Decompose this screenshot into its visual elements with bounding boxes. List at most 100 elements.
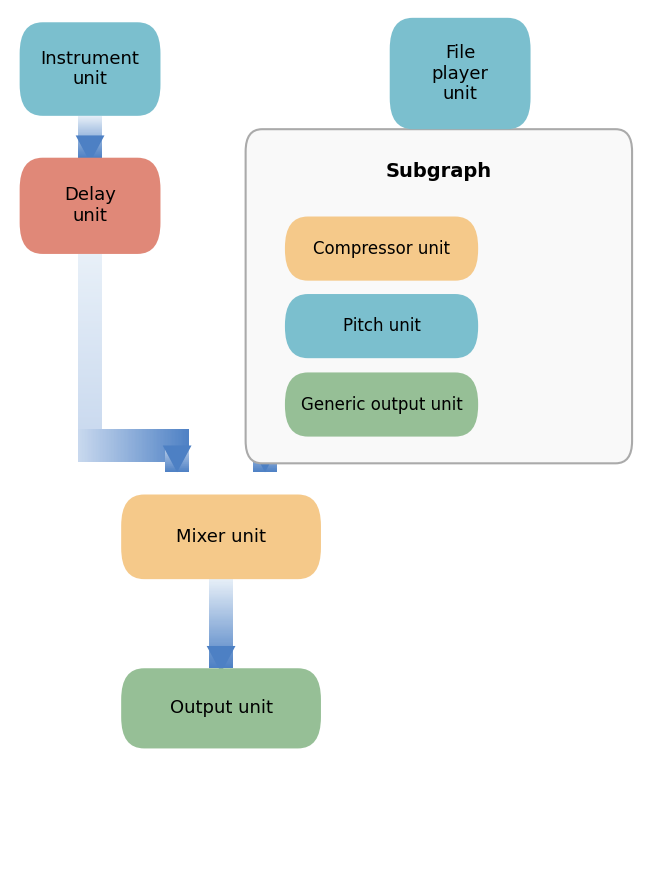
Polygon shape — [299, 429, 301, 462]
Polygon shape — [83, 429, 84, 462]
Polygon shape — [210, 588, 233, 589]
Polygon shape — [210, 601, 233, 602]
Polygon shape — [257, 429, 259, 462]
Polygon shape — [99, 429, 100, 462]
Polygon shape — [210, 651, 233, 652]
Polygon shape — [103, 429, 105, 462]
Polygon shape — [379, 429, 381, 462]
Polygon shape — [316, 429, 318, 462]
Polygon shape — [297, 429, 299, 462]
Polygon shape — [353, 429, 355, 462]
Polygon shape — [210, 604, 233, 605]
Polygon shape — [113, 429, 114, 462]
Text: Subgraph: Subgraph — [386, 162, 492, 182]
Polygon shape — [383, 429, 384, 462]
Polygon shape — [79, 290, 102, 292]
Polygon shape — [116, 429, 117, 462]
Polygon shape — [79, 423, 102, 425]
Polygon shape — [276, 429, 278, 462]
Polygon shape — [210, 602, 233, 604]
Polygon shape — [210, 608, 233, 609]
Polygon shape — [210, 590, 233, 592]
Polygon shape — [210, 587, 233, 588]
Polygon shape — [79, 311, 102, 313]
Polygon shape — [448, 143, 472, 145]
Polygon shape — [79, 411, 102, 412]
Polygon shape — [339, 429, 341, 462]
Polygon shape — [309, 429, 311, 462]
Polygon shape — [79, 387, 102, 388]
Polygon shape — [81, 429, 83, 462]
Polygon shape — [164, 429, 166, 462]
Polygon shape — [358, 429, 360, 462]
Polygon shape — [117, 429, 119, 462]
Polygon shape — [155, 429, 156, 462]
Polygon shape — [318, 429, 320, 462]
Polygon shape — [179, 429, 181, 462]
Polygon shape — [132, 429, 134, 462]
Polygon shape — [210, 658, 233, 659]
Polygon shape — [96, 429, 98, 462]
Polygon shape — [210, 599, 233, 601]
Polygon shape — [79, 331, 102, 332]
Polygon shape — [210, 580, 233, 581]
Polygon shape — [448, 187, 472, 189]
FancyBboxPatch shape — [390, 18, 531, 129]
Polygon shape — [301, 429, 302, 462]
Polygon shape — [79, 355, 102, 356]
Polygon shape — [448, 134, 472, 135]
Polygon shape — [374, 429, 376, 462]
Polygon shape — [448, 179, 472, 180]
Polygon shape — [139, 429, 141, 462]
Polygon shape — [448, 163, 472, 164]
Polygon shape — [324, 429, 325, 462]
Polygon shape — [159, 429, 160, 462]
Polygon shape — [79, 436, 102, 437]
Polygon shape — [210, 611, 233, 613]
Polygon shape — [210, 638, 233, 640]
Polygon shape — [79, 391, 102, 393]
Polygon shape — [210, 583, 233, 584]
Polygon shape — [448, 170, 472, 171]
Polygon shape — [448, 138, 472, 139]
Polygon shape — [79, 409, 102, 411]
FancyBboxPatch shape — [285, 294, 478, 358]
Polygon shape — [105, 429, 106, 462]
Polygon shape — [346, 429, 348, 462]
FancyBboxPatch shape — [285, 372, 478, 437]
Polygon shape — [79, 380, 102, 381]
Polygon shape — [138, 429, 139, 462]
Polygon shape — [143, 429, 145, 462]
Polygon shape — [84, 429, 85, 462]
Polygon shape — [110, 429, 111, 462]
Polygon shape — [325, 429, 327, 462]
Polygon shape — [79, 337, 102, 339]
Polygon shape — [79, 364, 102, 365]
Polygon shape — [448, 154, 472, 155]
Polygon shape — [79, 375, 102, 377]
Polygon shape — [79, 431, 102, 433]
Polygon shape — [448, 215, 472, 217]
Polygon shape — [210, 637, 233, 638]
Polygon shape — [210, 647, 233, 649]
Polygon shape — [350, 429, 351, 462]
Polygon shape — [79, 405, 102, 407]
Polygon shape — [182, 429, 183, 462]
Polygon shape — [79, 257, 102, 258]
Polygon shape — [79, 318, 102, 319]
Polygon shape — [79, 286, 102, 288]
Polygon shape — [265, 429, 267, 462]
Polygon shape — [88, 429, 89, 462]
Polygon shape — [79, 284, 102, 286]
Polygon shape — [330, 429, 332, 462]
Polygon shape — [160, 429, 161, 462]
Polygon shape — [79, 429, 102, 431]
Polygon shape — [172, 429, 174, 462]
Polygon shape — [210, 620, 233, 622]
Polygon shape — [269, 429, 271, 462]
Polygon shape — [79, 351, 102, 353]
Polygon shape — [341, 429, 343, 462]
Polygon shape — [210, 636, 233, 637]
Polygon shape — [329, 429, 330, 462]
Polygon shape — [79, 280, 102, 281]
